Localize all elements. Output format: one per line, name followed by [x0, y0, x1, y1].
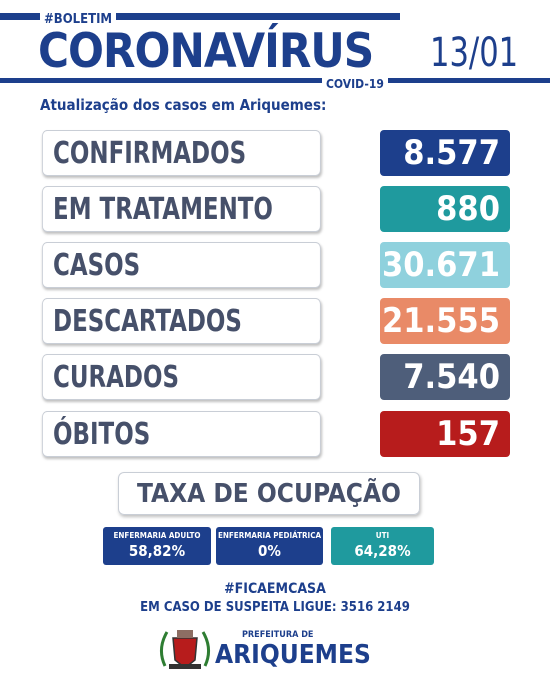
case-value: 7.540 — [380, 354, 510, 400]
case-label: DESCARTADOS — [42, 298, 321, 344]
top-bar — [0, 13, 400, 20]
case-value: 21.555 — [380, 298, 510, 344]
org-name: ARIQUEMES — [215, 640, 371, 670]
occupancy-item: UTI 64,28% — [331, 527, 434, 565]
occupancy-label: UTI — [375, 531, 390, 540]
case-value: 880 — [380, 186, 510, 232]
occupancy-item: ENFERMARIA ADULTO 58,82% — [103, 527, 211, 565]
occupancy-value: 0% — [258, 542, 281, 560]
occupancy-label: ENFERMARIA PEDIÁTRICA — [217, 531, 322, 540]
case-value: 8.577 — [380, 130, 510, 176]
case-label: ÓBITOS — [42, 411, 321, 457]
occupancy-value: 64,28% — [354, 542, 411, 560]
case-value: 157 — [380, 411, 510, 457]
occupancy-title: TAXA DE OCUPAÇÃO — [118, 472, 420, 515]
phone-line: EM CASO DE SUSPEITA LIGUE: 3516 2149 — [140, 600, 410, 615]
case-label: CURADOS — [42, 354, 321, 400]
subtitle: COVID-19 — [322, 77, 388, 91]
case-label: CASOS INVESTIGADOS — [42, 242, 321, 329]
org-top: PREFEITURA DE — [242, 630, 314, 640]
title: CORONAVÍRUS — [38, 24, 374, 79]
case-value: 30.671 — [380, 242, 510, 288]
occupancy-value: 58,82% — [128, 542, 186, 560]
title-bar — [0, 78, 550, 83]
occupancy-item: ENFERMARIA PEDIÁTRICA 0% — [216, 527, 323, 565]
intro: Atualização dos casos em Ariquemes: — [40, 96, 327, 114]
case-label: EM TRATAMENTO — [42, 186, 321, 232]
occupancy-label: ENFERMARIA ADULTO — [113, 531, 201, 540]
tag: #BOLETIM — [40, 12, 117, 27]
case-label: CONFIRMADOS — [42, 130, 321, 176]
hashtag: #FICAEMCASA — [224, 581, 326, 597]
date: 13/01 — [430, 30, 519, 76]
logo — [160, 630, 210, 669]
